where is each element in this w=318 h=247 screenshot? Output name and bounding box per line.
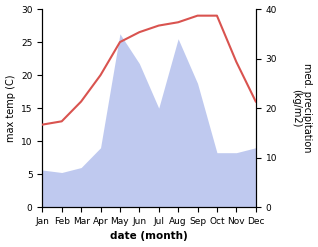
Y-axis label: med. precipitation
(kg/m2): med. precipitation (kg/m2) [291,63,313,153]
Y-axis label: max temp (C): max temp (C) [5,74,16,142]
X-axis label: date (month): date (month) [110,231,188,242]
